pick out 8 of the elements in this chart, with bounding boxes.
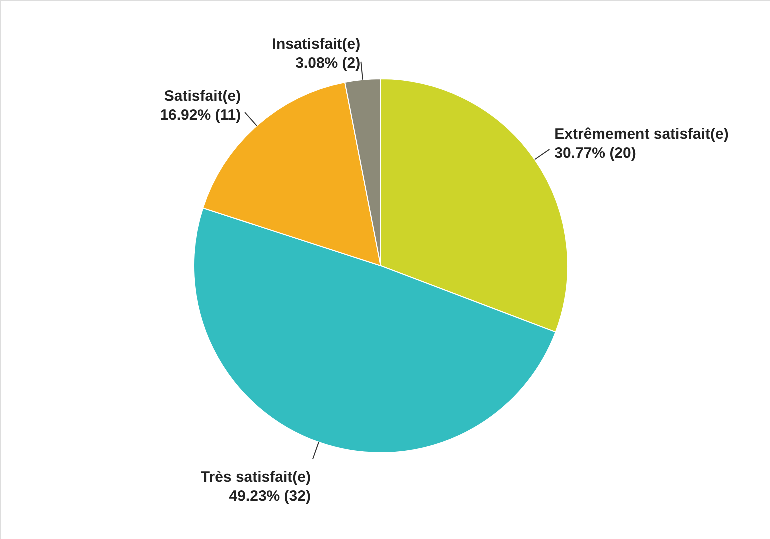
data-label: 3.08% (2): [296, 54, 361, 72]
slice-label: Très satisfait(e): [200, 469, 311, 486]
data-label: 16.92% (11): [160, 107, 242, 124]
slice-label: Extrêmement satisfait(e): [554, 126, 729, 144]
slice-label: Insatisfait(e): [272, 36, 361, 53]
data-label: 30.77% (20): [554, 145, 636, 162]
data-label: 49.23% (32): [229, 488, 311, 506]
slice-label: Satisfait(e): [164, 88, 242, 106]
